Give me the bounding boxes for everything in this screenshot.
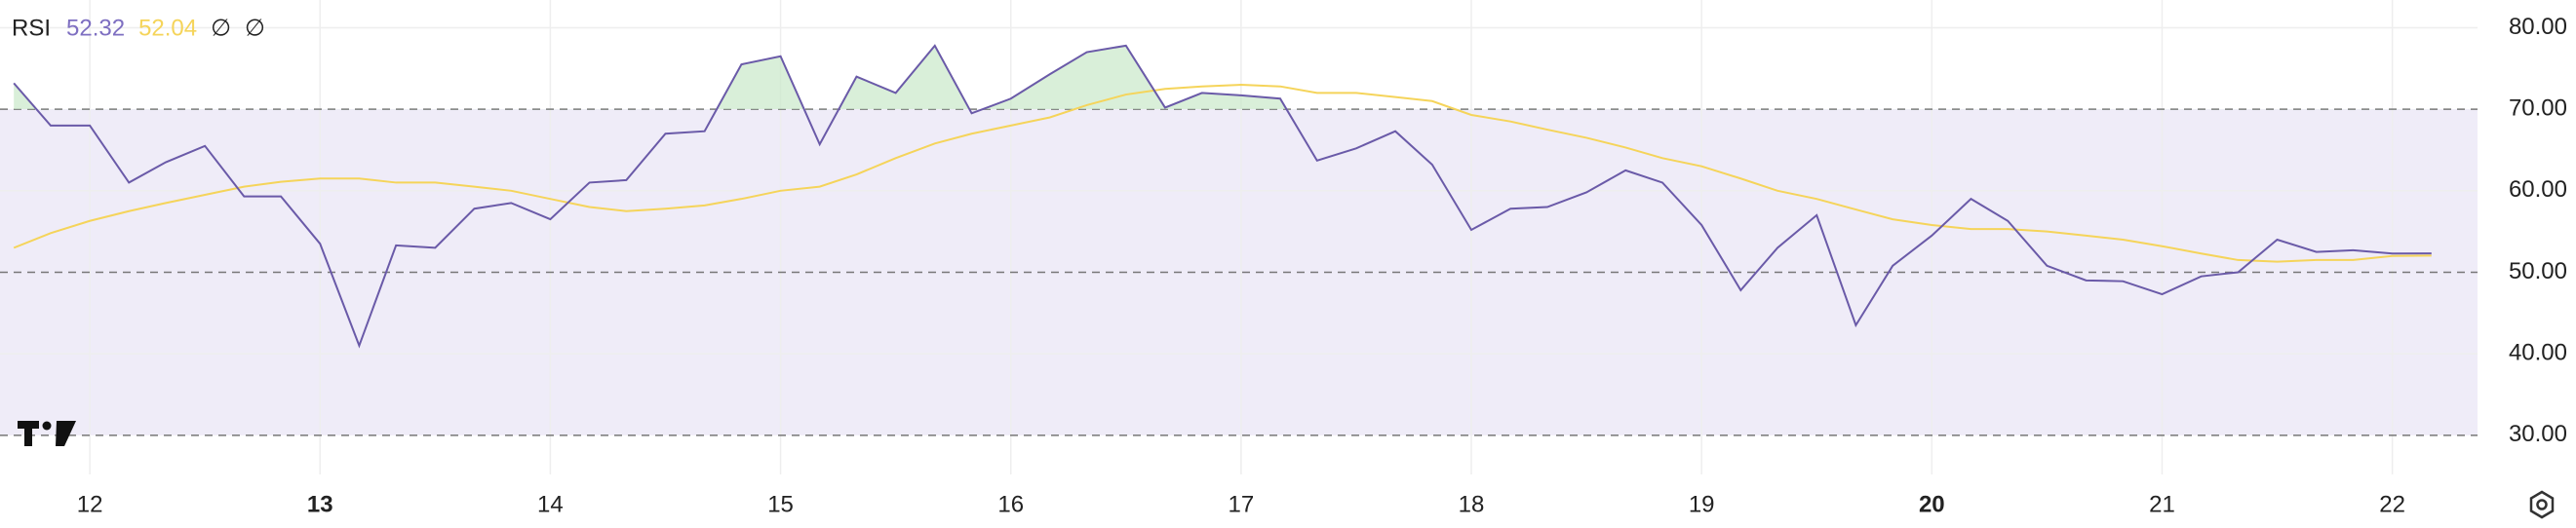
x-tick-label: 15 bbox=[767, 491, 794, 517]
header-value: ∅ bbox=[211, 15, 231, 41]
labels: 12 13 14 15 16 17 18 19 20 21 22 30.00 40.00 50.00 60.… bbox=[12, 14, 2567, 518]
series-line bbox=[13, 84, 2432, 263]
header-value: 52.32 bbox=[66, 15, 125, 41]
overbought-fill bbox=[14, 45, 2432, 110]
y-tick-label: 70.00 bbox=[2509, 94, 2567, 121]
chart-title: RSI bbox=[12, 15, 51, 41]
header-value: 52.04 bbox=[138, 15, 197, 41]
x-tick-label: 17 bbox=[1229, 491, 1255, 517]
y-tick-label: 50.00 bbox=[2509, 258, 2567, 284]
x-tick-label: 19 bbox=[1689, 491, 1715, 517]
y-tick-label: 40.00 bbox=[2509, 340, 2567, 366]
x-tick-label: 20 bbox=[1919, 491, 1945, 517]
y-tick-label: 80.00 bbox=[2509, 14, 2567, 40]
header-value: ∅ bbox=[245, 15, 265, 41]
x-tick-label: 14 bbox=[537, 491, 564, 517]
marks bbox=[13, 44, 2432, 349]
x-tick-label: 18 bbox=[1459, 491, 1485, 517]
x-tick-label: 13 bbox=[307, 491, 333, 517]
logo bbox=[18, 421, 76, 446]
y-tick-label: 30.00 bbox=[2509, 421, 2567, 447]
settings-icon[interactable] bbox=[2529, 490, 2555, 519]
series-line bbox=[13, 44, 2432, 349]
x-tick-label: 21 bbox=[2149, 491, 2175, 517]
x-tick-label: 12 bbox=[77, 491, 103, 517]
y-tick-label: 60.00 bbox=[2509, 176, 2567, 203]
x-tick-label: 16 bbox=[997, 491, 1024, 517]
x-tick-label: 22 bbox=[2379, 491, 2405, 517]
